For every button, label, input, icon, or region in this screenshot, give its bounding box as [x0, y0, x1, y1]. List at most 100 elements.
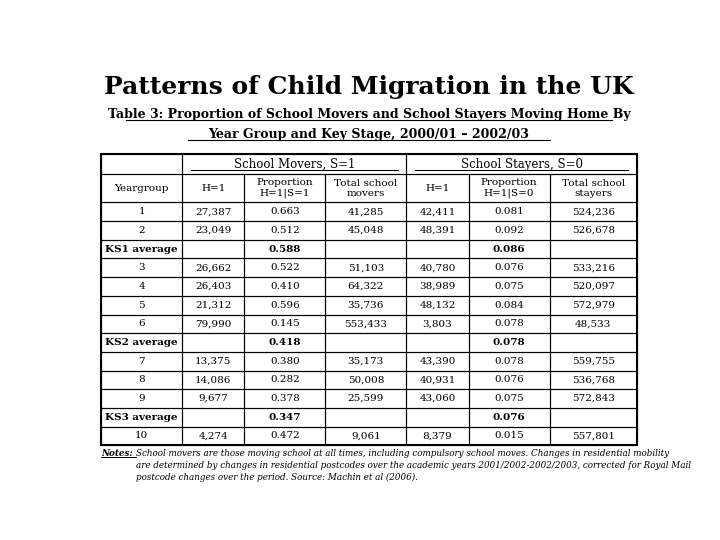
Bar: [325, 389, 406, 408]
Bar: [244, 240, 325, 259]
Bar: [244, 259, 325, 277]
Bar: [469, 408, 549, 427]
Bar: [182, 408, 244, 427]
Bar: [469, 427, 549, 446]
Bar: [469, 314, 549, 333]
Text: 40,780: 40,780: [419, 264, 456, 272]
Text: Proportion
H=1|S=1: Proportion H=1|S=1: [256, 178, 313, 198]
Bar: [469, 221, 549, 240]
Text: 43,390: 43,390: [419, 357, 456, 366]
Bar: [101, 259, 182, 277]
Text: 35,173: 35,173: [348, 357, 384, 366]
Bar: [101, 333, 182, 352]
Bar: [549, 427, 636, 446]
Bar: [101, 314, 182, 333]
Bar: [325, 277, 406, 296]
Text: 51,103: 51,103: [348, 264, 384, 272]
Bar: [325, 221, 406, 240]
Bar: [469, 174, 549, 202]
Text: 4,274: 4,274: [199, 431, 228, 441]
Text: 9,677: 9,677: [199, 394, 228, 403]
Bar: [406, 389, 469, 408]
Text: 0.075: 0.075: [494, 282, 524, 291]
Text: KS1 average: KS1 average: [105, 245, 178, 254]
Bar: [101, 427, 182, 446]
Text: 524,236: 524,236: [572, 207, 615, 216]
Bar: [182, 174, 244, 202]
Bar: [101, 154, 182, 174]
Bar: [182, 314, 244, 333]
Text: 21,312: 21,312: [195, 301, 231, 309]
Text: 64,322: 64,322: [348, 282, 384, 291]
Text: 536,768: 536,768: [572, 375, 615, 384]
Text: School Stayers, S=0: School Stayers, S=0: [461, 158, 582, 171]
Bar: [325, 370, 406, 389]
Text: 0.092: 0.092: [494, 226, 524, 235]
Bar: [325, 296, 406, 314]
Text: 0.015: 0.015: [494, 431, 524, 441]
Bar: [406, 296, 469, 314]
Bar: [406, 240, 469, 259]
Text: 0.076: 0.076: [494, 375, 524, 384]
Bar: [406, 221, 469, 240]
Bar: [549, 370, 636, 389]
Bar: [406, 352, 469, 370]
Text: 0.380: 0.380: [270, 357, 300, 366]
Bar: [244, 202, 325, 221]
Text: 23,049: 23,049: [195, 226, 231, 235]
Text: 0.075: 0.075: [494, 394, 524, 403]
Bar: [244, 333, 325, 352]
Text: 0.512: 0.512: [270, 226, 300, 235]
Bar: [549, 314, 636, 333]
Text: 25,599: 25,599: [348, 394, 384, 403]
Bar: [549, 333, 636, 352]
Text: 13,375: 13,375: [195, 357, 231, 366]
Text: 9: 9: [138, 394, 145, 403]
Text: 0.086: 0.086: [492, 245, 526, 254]
Bar: [469, 202, 549, 221]
Bar: [469, 352, 549, 370]
Bar: [182, 389, 244, 408]
Bar: [325, 427, 406, 446]
Text: 48,132: 48,132: [419, 301, 456, 309]
Bar: [406, 259, 469, 277]
Bar: [244, 370, 325, 389]
Bar: [182, 240, 244, 259]
Text: 3: 3: [138, 264, 145, 272]
Text: 0.078: 0.078: [494, 357, 524, 366]
Text: 41,285: 41,285: [348, 207, 384, 216]
Text: 0.410: 0.410: [270, 282, 300, 291]
Text: 6: 6: [138, 319, 145, 328]
Text: KS2 average: KS2 average: [105, 338, 178, 347]
Bar: [182, 259, 244, 277]
Bar: [101, 408, 182, 427]
Text: 0.081: 0.081: [494, 207, 524, 216]
Text: 520,097: 520,097: [572, 282, 615, 291]
Bar: [325, 240, 406, 259]
Bar: [469, 259, 549, 277]
Text: Table 3: Proportion of School Movers and School Stayers Moving Home By: Table 3: Proportion of School Movers and…: [108, 109, 630, 122]
Text: 8,379: 8,379: [423, 431, 452, 441]
Text: School movers are those moving school at all times, including compulsory school : School movers are those moving school at…: [136, 449, 690, 482]
Bar: [406, 314, 469, 333]
Text: Total school
stayers: Total school stayers: [562, 179, 625, 198]
Bar: [406, 154, 637, 174]
Text: Total school
movers: Total school movers: [334, 179, 397, 198]
Bar: [469, 333, 549, 352]
Text: 35,736: 35,736: [348, 301, 384, 309]
Text: 0.663: 0.663: [270, 207, 300, 216]
Bar: [325, 202, 406, 221]
Bar: [325, 314, 406, 333]
Bar: [469, 277, 549, 296]
Text: 50,008: 50,008: [348, 375, 384, 384]
Bar: [101, 389, 182, 408]
Text: 0.084: 0.084: [494, 301, 524, 309]
Bar: [101, 202, 182, 221]
Text: H=1: H=1: [201, 184, 225, 193]
Text: 572,979: 572,979: [572, 301, 615, 309]
Bar: [469, 389, 549, 408]
Text: 48,391: 48,391: [419, 226, 456, 235]
Text: 9,061: 9,061: [351, 431, 381, 441]
Text: 38,989: 38,989: [419, 282, 456, 291]
Text: 79,990: 79,990: [195, 319, 231, 328]
